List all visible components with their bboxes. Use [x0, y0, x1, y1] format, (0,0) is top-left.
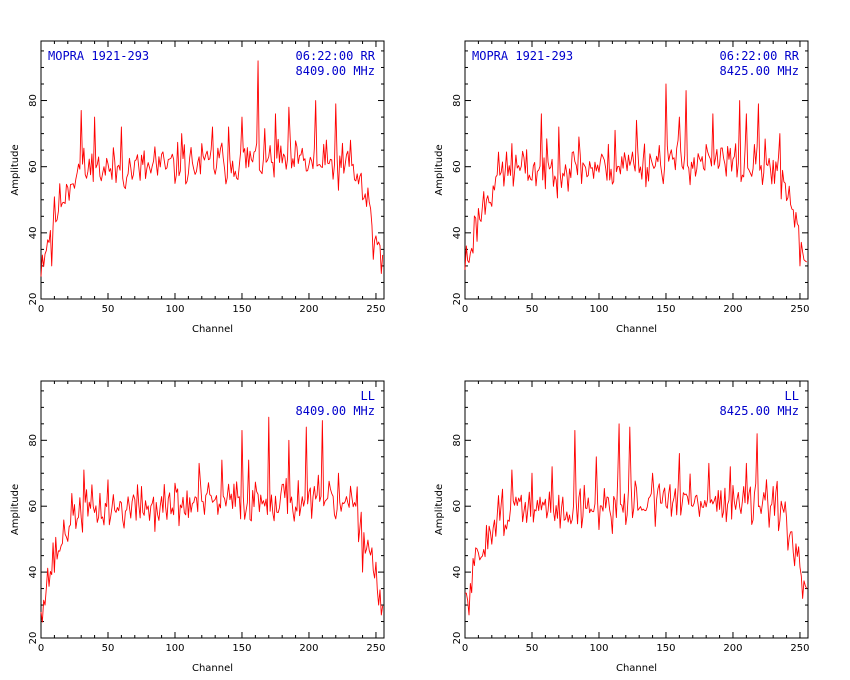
x-tick-label: 0 — [38, 304, 44, 315]
x-tick-label: 50 — [526, 643, 539, 654]
y-tick-label: 40 — [452, 226, 463, 239]
x-tick-label: 250 — [790, 304, 809, 315]
y-axis-label: Amplitude — [10, 484, 21, 535]
time-pol-label: 06:22:00 RR — [296, 49, 376, 63]
y-tick-label: 40 — [28, 226, 39, 239]
x-tick-label: 100 — [165, 643, 184, 654]
amplitude-trace — [40, 416, 384, 623]
x-tick-label: 50 — [102, 304, 115, 315]
x-axis-label: Channel — [616, 663, 657, 674]
y-tick-label: 80 — [452, 94, 463, 107]
y-tick-label: 80 — [28, 94, 39, 107]
x-axis-label: Channel — [192, 663, 233, 674]
time-pol-label: LL — [785, 389, 799, 403]
x-tick-label: 250 — [366, 643, 385, 654]
y-tick-label: 20 — [28, 632, 39, 645]
y-tick-label: 40 — [28, 566, 39, 579]
y-axis-label: Amplitude — [10, 144, 21, 195]
x-tick-label: 200 — [723, 643, 742, 654]
time-pol-label: LL — [361, 389, 375, 403]
y-tick-label: 60 — [452, 160, 463, 173]
y-tick-label: 80 — [28, 434, 39, 447]
plot-frame — [464, 40, 809, 300]
x-tick-label: 50 — [102, 643, 115, 654]
source-label: MOPRA 1921-293 — [48, 49, 149, 63]
amplitude-trace — [40, 60, 384, 277]
x-tick-label: 100 — [589, 643, 608, 654]
x-tick-label: 250 — [366, 304, 385, 315]
y-tick-label: 20 — [452, 632, 463, 645]
y-tick-label: 40 — [452, 566, 463, 579]
frequency-label: 8409.00 MHz — [296, 404, 375, 418]
x-tick-label: 250 — [790, 643, 809, 654]
x-tick-label: 150 — [656, 643, 675, 654]
x-tick-label: 200 — [299, 643, 318, 654]
x-tick-label: 150 — [232, 643, 251, 654]
source-label: MOPRA 1921-293 — [472, 49, 573, 63]
x-tick-label: 0 — [38, 643, 44, 654]
amplitude-trace — [464, 423, 808, 616]
x-tick-label: 0 — [462, 643, 468, 654]
panel-1: 0 50 100 150 200 250 20 40 60 80 Channel Amplitude M… — [10, 40, 386, 335]
y-tick-label: 80 — [452, 434, 463, 447]
y-tick-label: 20 — [452, 293, 463, 306]
y-tick-label: 60 — [28, 160, 39, 173]
y-tick-label: 60 — [452, 500, 463, 513]
panel-3: 0 50 100 150 200 250 20 40 60 80 Channel Amplitude L… — [10, 380, 386, 674]
panel-2: 0 50 100 150 200 250 20 40 60 80 Channel Amplitude M… — [434, 40, 810, 335]
x-tick-label: 150 — [232, 304, 251, 315]
y-axis-label: Amplitude — [434, 144, 445, 195]
time-pol-label: 06:22:00 RR — [720, 49, 800, 63]
plot-frame — [40, 380, 385, 639]
plot-frame — [40, 40, 385, 300]
x-tick-label: 150 — [656, 304, 675, 315]
plot-frame — [464, 380, 809, 639]
x-axis-label: Channel — [192, 324, 233, 335]
x-tick-label: 0 — [462, 304, 468, 315]
x-tick-label: 200 — [299, 304, 318, 315]
x-tick-label: 200 — [723, 304, 742, 315]
y-axis-label: Amplitude — [434, 484, 445, 535]
frequency-label: 8409.00 MHz — [296, 64, 375, 78]
frequency-label: 8425.00 MHz — [720, 404, 799, 418]
y-tick-label: 20 — [28, 293, 39, 306]
x-tick-label: 50 — [526, 304, 539, 315]
x-axis-label: Channel — [616, 324, 657, 335]
frequency-label: 8425.00 MHz — [720, 64, 799, 78]
panel-4: 0 50 100 150 200 250 20 40 60 80 Channel Amplitude L… — [434, 380, 810, 674]
x-tick-label: 100 — [589, 304, 608, 315]
x-tick-label: 100 — [165, 304, 184, 315]
amplitude-trace — [464, 83, 807, 270]
y-tick-label: 60 — [28, 500, 39, 513]
